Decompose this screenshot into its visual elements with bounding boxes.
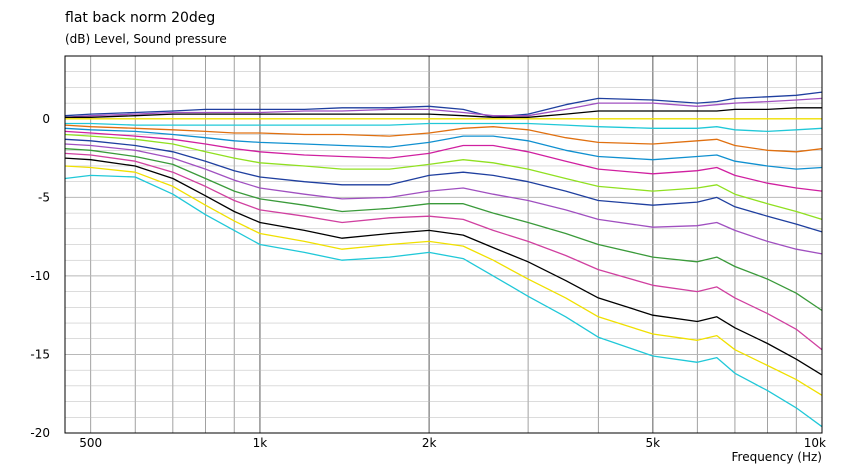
- y-tick-label: 0: [42, 112, 50, 126]
- series-line-1: [64, 91, 823, 118]
- y-tick-label: -5: [38, 190, 50, 204]
- series-line-14: [64, 157, 823, 376]
- series-line-12: [64, 148, 823, 312]
- series-line-7: [64, 127, 823, 170]
- x-tick-label: 2k: [422, 436, 437, 450]
- x-tick-label: 10k: [804, 436, 826, 450]
- series-line-13: [64, 152, 823, 351]
- x-tick-label: 5k: [646, 436, 661, 450]
- y-tick-label: -15: [30, 347, 50, 361]
- series-line-3: [65, 107, 822, 118]
- tick-labels: 500 1k 2k 5k 10k 0 -5 -10 -15 -20: [30, 112, 826, 450]
- x-tick-label: 1k: [253, 436, 268, 450]
- x-tick-label: 500: [79, 436, 102, 450]
- x-axis-label: Frequency (Hz): [731, 450, 823, 464]
- series-line-5: [65, 122, 823, 133]
- plot-frame: [64, 55, 823, 434]
- series-line-16: [64, 174, 823, 428]
- series-line-6: [64, 124, 823, 153]
- series-line-11: [64, 143, 823, 255]
- series-line-8: [64, 130, 823, 192]
- series-line-9: [64, 133, 823, 221]
- y-tick-label: -10: [30, 269, 50, 283]
- chart-title: flat back norm 20deg: [65, 10, 216, 26]
- series-line-10: [64, 138, 823, 233]
- series-lines: [64, 91, 823, 428]
- y-tick-label: -20: [30, 426, 50, 440]
- series-line-2: [64, 97, 823, 118]
- y-axis-label: (dB) Level, Sound pressure: [65, 32, 227, 46]
- series-line-15: [64, 165, 823, 396]
